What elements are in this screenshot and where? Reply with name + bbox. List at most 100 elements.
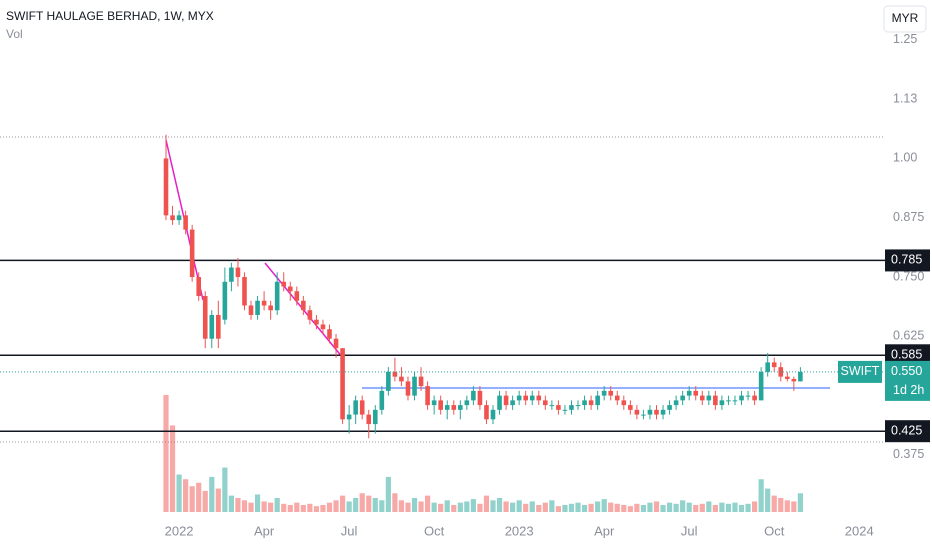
- y-tick-label: 1.00: [893, 151, 917, 165]
- volume-bar: [614, 503, 620, 512]
- volume-bar: [693, 504, 699, 512]
- y-tick-label: 0.875: [893, 210, 924, 224]
- volume-bar: [778, 497, 784, 512]
- volume-bar: [542, 502, 548, 512]
- x-tick-label: Oct: [764, 523, 785, 538]
- volume-bar: [451, 504, 457, 512]
- volume-bar: [516, 500, 522, 512]
- volume-bar: [640, 504, 647, 512]
- volume-bar: [346, 501, 352, 512]
- y-tick-label: 0.625: [893, 329, 924, 343]
- volume-bar: [366, 495, 372, 512]
- volume-bar: [549, 500, 555, 512]
- candle-body: [785, 376, 790, 380]
- candle-body: [359, 400, 365, 415]
- candle-body: [314, 319, 319, 325]
- currency-button[interactable]: [883, 5, 927, 33]
- volume-bar: [418, 501, 424, 512]
- candle-body: [484, 405, 489, 420]
- volume-bar: [738, 504, 745, 512]
- candle-body: [634, 409, 640, 415]
- volume-bar: [490, 500, 496, 512]
- candle-body: [418, 376, 424, 387]
- countdown: 1d 2h: [893, 383, 924, 397]
- volume-bar: [745, 503, 751, 512]
- candle-body: [353, 400, 358, 415]
- level-label: 0.585: [891, 348, 922, 362]
- candle-body: [216, 314, 221, 339]
- candle-body: [346, 414, 352, 420]
- volume-bar: [627, 506, 633, 512]
- candle-body: [765, 362, 770, 372]
- y-tick-label: 0.750: [893, 269, 924, 283]
- candle-body: [693, 390, 699, 396]
- level-label: 0.425: [891, 423, 922, 437]
- volume-bar: [353, 497, 359, 512]
- volume-bar: [333, 500, 339, 512]
- volume-bar: [228, 495, 234, 512]
- volume-bar: [523, 503, 529, 512]
- candle-body: [386, 371, 391, 391]
- volume-bar: [379, 500, 385, 512]
- candle-body: [202, 296, 208, 339]
- volume-bar: [254, 494, 261, 512]
- volume-bar: [660, 504, 666, 512]
- volume-bar: [261, 501, 267, 512]
- volume-bar: [431, 502, 437, 512]
- candle-body: [268, 305, 273, 311]
- candle-body: [431, 400, 437, 406]
- candle-body: [464, 400, 470, 406]
- candle-body: [673, 400, 679, 406]
- candle-body: [667, 405, 672, 410]
- volume-bar: [503, 501, 509, 512]
- candle-body: [745, 395, 751, 397]
- volume-bar: [392, 493, 398, 512]
- candle-body: [660, 409, 666, 415]
- volume-bar: [444, 500, 450, 512]
- volume-bar: [385, 476, 391, 512]
- volume-bar: [706, 501, 712, 512]
- candle-body: [405, 381, 411, 396]
- candle-body: [699, 395, 705, 401]
- candle-body: [163, 158, 169, 216]
- x-tick-label: Apr: [594, 523, 615, 538]
- volume-bar: [398, 500, 405, 512]
- candle-body: [752, 395, 757, 401]
- candle-body: [444, 405, 450, 410]
- volume-bar: [765, 488, 771, 512]
- volume-bar: [281, 503, 287, 512]
- volume-bar: [209, 476, 215, 512]
- candle-body: [497, 395, 502, 410]
- volume-bar: [568, 503, 575, 512]
- volume-bar: [307, 503, 313, 512]
- candle-body: [791, 379, 797, 382]
- volume-bar: [183, 479, 189, 512]
- candle-body: [582, 400, 587, 406]
- candle-body: [261, 300, 267, 306]
- volume-bar: [536, 504, 542, 512]
- volume-bar: [464, 501, 470, 512]
- candle-body: [451, 405, 457, 410]
- currency[interactable]: MYR: [892, 11, 919, 25]
- volume-label: Vol: [6, 27, 23, 41]
- candle-body: [320, 324, 326, 330]
- volume-bar: [248, 502, 254, 512]
- volume-bar: [699, 503, 705, 512]
- volume-bar: [438, 503, 444, 512]
- volume-bar: [752, 501, 758, 512]
- volume-bar: [425, 495, 431, 512]
- candle-body: [549, 405, 555, 407]
- candle-body: [274, 281, 280, 311]
- volume-bar: [529, 501, 535, 512]
- volume-bar: [647, 502, 653, 512]
- volume-bar: [196, 482, 202, 512]
- volume-bar: [666, 502, 673, 512]
- symbol-tag: [838, 360, 882, 383]
- candle-body: [196, 277, 201, 296]
- candle-body: [425, 386, 430, 406]
- candle-body: [510, 400, 515, 406]
- volume-bar: [320, 504, 326, 512]
- candle-body: [647, 409, 653, 415]
- level-tag: [885, 249, 930, 272]
